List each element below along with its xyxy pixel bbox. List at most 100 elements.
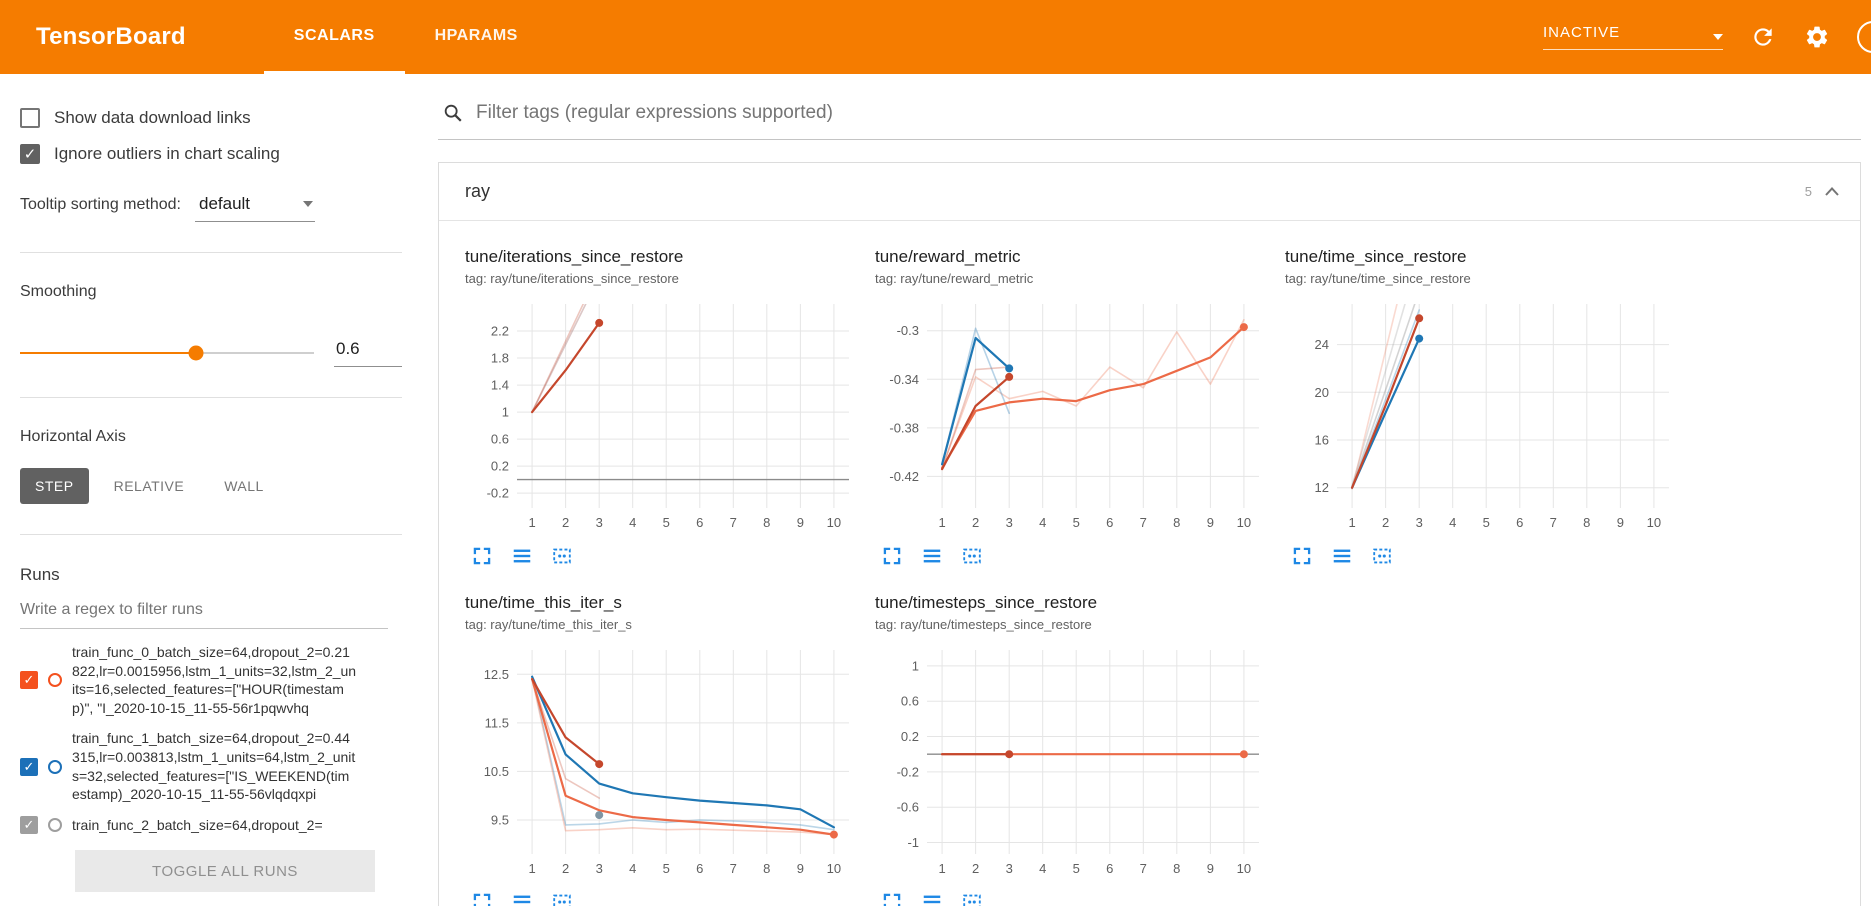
- svg-text:6: 6: [696, 861, 703, 876]
- horizontal-axis-label: Horizontal Axis: [20, 428, 126, 445]
- refresh-icon: [1754, 28, 1772, 46]
- svg-text:6: 6: [1516, 515, 1523, 530]
- svg-text:2: 2: [562, 515, 569, 530]
- chart-toolbar: [465, 545, 859, 567]
- svg-text:6: 6: [696, 515, 703, 530]
- line-chart: 1 2 3 4 5 6 7 8 9 10 9.5 10.5 11.5 12.5: [484, 650, 849, 876]
- chart-plot[interactable]: 1 2 3 4 5 6 7 8 9 10 12 16 20 24: [1285, 296, 1679, 541]
- expand-chart-icon[interactable]: [881, 891, 903, 906]
- svg-text:5: 5: [1073, 861, 1080, 876]
- smoothing-row: 0.6: [20, 339, 430, 367]
- tag-filter-input[interactable]: [476, 102, 1857, 124]
- svg-text:1: 1: [912, 658, 919, 673]
- run-checkbox[interactable]: ✓: [20, 757, 38, 776]
- fit-domain-icon[interactable]: [551, 545, 573, 567]
- run-color-circle[interactable]: [48, 673, 62, 688]
- horizontal-axis-buttons: STEP RELATIVE WALL: [20, 468, 430, 504]
- chart-data-icon[interactable]: [511, 891, 533, 906]
- smoothing-slider[interactable]: [20, 345, 314, 361]
- run-item[interactable]: ✓ train_func_1_batch_size=64,dropout_2=0…: [20, 729, 390, 803]
- svg-text:24: 24: [1315, 337, 1329, 352]
- run-item[interactable]: ✓ train_func_0_batch_size=64,dropout_2=0…: [20, 643, 390, 717]
- status-dropdown[interactable]: INACTIVE: [1543, 24, 1723, 50]
- chart-toolbar: [875, 545, 1269, 567]
- run-color-circle[interactable]: [48, 818, 62, 833]
- show-download-links-row[interactable]: Show data download links: [20, 108, 430, 128]
- svg-text:1.8: 1.8: [491, 351, 509, 366]
- fit-domain-icon[interactable]: [1371, 545, 1393, 567]
- expand-chart-icon[interactable]: [881, 545, 903, 567]
- chart-card: tune/time_since_restore tag: ray/tune/ti…: [1285, 247, 1679, 567]
- checkbox-show-download[interactable]: [20, 108, 40, 128]
- axis-step-button[interactable]: STEP: [20, 468, 89, 504]
- chart-plot[interactable]: 1 2 3 4 5 6 7 8 9 10 -0.2 0.2 0.6 1 1.4 1.8 2.2: [465, 296, 859, 541]
- svg-text:4: 4: [1039, 861, 1046, 876]
- collapse-section-icon[interactable]: [1824, 186, 1840, 197]
- line-chart: 1 2 3 4 5 6 7 8 9 10 -1 -0.6 -0.2 0.2 0.6 1: [897, 650, 1259, 876]
- app-header: TensorBoard SCALARS HPARAMS INACTIVE: [0, 0, 1871, 74]
- svg-text:2: 2: [972, 861, 979, 876]
- svg-text:2: 2: [972, 515, 979, 530]
- run-color-circle[interactable]: [48, 759, 62, 774]
- fit-domain-icon[interactable]: [961, 891, 983, 906]
- svg-text:2: 2: [562, 861, 569, 876]
- chart-plot[interactable]: 1 2 3 4 5 6 7 8 9 10 -1 -0.6 -0.2 0.2 0.6 1: [875, 642, 1269, 887]
- toggle-all-runs-button[interactable]: TOGGLE ALL RUNS: [75, 850, 375, 893]
- refresh-button[interactable]: [1749, 23, 1777, 51]
- axis-wall-button[interactable]: WALL: [209, 468, 279, 504]
- svg-text:0.2: 0.2: [901, 729, 919, 744]
- run-checkbox[interactable]: ✓: [20, 671, 38, 690]
- line-chart: 1 2 3 4 5 6 7 8 9 10 -0.42 -0.38 -0.34 -0.3: [889, 304, 1259, 530]
- svg-text:12.5: 12.5: [484, 667, 509, 682]
- svg-text:-0.34: -0.34: [889, 372, 919, 387]
- chart-tag: tag: ray/tune/reward_metric: [875, 271, 1034, 286]
- expand-chart-icon[interactable]: [1291, 545, 1313, 567]
- caret-down-icon: [302, 201, 313, 207]
- tag-section-header[interactable]: ray 5: [439, 163, 1860, 221]
- svg-text:0.2: 0.2: [491, 459, 509, 474]
- chart-data-icon[interactable]: [1331, 545, 1353, 567]
- svg-text:3: 3: [1416, 515, 1423, 530]
- settings-sidebar: Show data download links ✓ Ignore outlie…: [0, 74, 430, 906]
- slider-thumb[interactable]: [188, 345, 204, 361]
- chart-data-icon[interactable]: [511, 545, 533, 567]
- line-chart: 1 2 3 4 5 6 7 8 9 10 -0.2 0.2 0.6 1 1.4 1.8 2.2: [487, 304, 849, 530]
- tooltip-sorting-value: default: [198, 194, 251, 213]
- svg-text:4: 4: [629, 861, 636, 876]
- expand-chart-icon[interactable]: [471, 545, 493, 567]
- tab-scalars[interactable]: SCALARS: [263, 0, 405, 74]
- dashboard-main: ray 5 tune/iterations_since_restore tag:…: [430, 74, 1871, 906]
- chart-data-icon[interactable]: [921, 545, 943, 567]
- search-icon: [444, 104, 462, 122]
- svg-text:3: 3: [596, 515, 603, 530]
- svg-text:2.2: 2.2: [491, 324, 509, 339]
- fit-domain-icon[interactable]: [551, 891, 573, 906]
- svg-text:10: 10: [827, 861, 841, 876]
- expand-chart-icon[interactable]: [471, 891, 493, 906]
- chart-data-icon[interactable]: [921, 891, 943, 906]
- axis-relative-button[interactable]: RELATIVE: [99, 468, 200, 504]
- tooltip-sorting-dropdown[interactable]: default: [194, 194, 315, 222]
- smoothing-value[interactable]: 0.6: [334, 339, 402, 367]
- runs-filter-input[interactable]: [20, 595, 388, 629]
- svg-text:20: 20: [1315, 385, 1329, 400]
- settings-button[interactable]: [1803, 23, 1831, 51]
- chart-tag: tag: ray/tune/timesteps_since_restore: [875, 617, 1092, 632]
- help-icon[interactable]: [1857, 21, 1871, 53]
- run-item[interactable]: ✓ train_func_2_batch_size=64,dropout_2=: [20, 816, 390, 835]
- svg-text:7: 7: [1550, 515, 1557, 530]
- svg-text:0.6: 0.6: [901, 694, 919, 709]
- checkbox-ignore-outliers[interactable]: ✓: [20, 144, 40, 164]
- divider: [20, 397, 402, 398]
- tag-section-card: ray 5 tune/iterations_since_restore tag:…: [438, 162, 1861, 906]
- chart-plot[interactable]: 1 2 3 4 5 6 7 8 9 10 9.5 10.5 11.5 12.5: [465, 642, 859, 887]
- divider: [20, 534, 402, 535]
- tab-hparams[interactable]: HPARAMS: [405, 0, 548, 74]
- run-label: train_func_1_batch_size=64,dropout_2=0.4…: [72, 730, 356, 803]
- run-checkbox[interactable]: ✓: [20, 816, 38, 835]
- svg-text:1: 1: [1348, 515, 1355, 530]
- fit-domain-icon[interactable]: [961, 545, 983, 567]
- slider-fill: [20, 352, 197, 354]
- ignore-outliers-row[interactable]: ✓ Ignore outliers in chart scaling: [20, 144, 430, 164]
- chart-plot[interactable]: 1 2 3 4 5 6 7 8 9 10 -0.42 -0.38 -0.34 -0.3: [875, 296, 1269, 541]
